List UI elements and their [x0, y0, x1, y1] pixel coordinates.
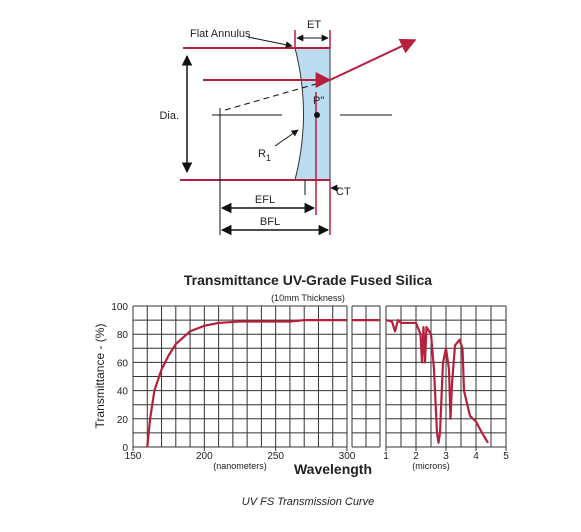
x-tick-label: 300 [339, 451, 356, 462]
y-tick-label: 20 [117, 415, 129, 426]
label: P" [313, 95, 324, 107]
label: EFL [255, 194, 275, 206]
chart-subtitle: (10mm Thickness) [271, 293, 345, 303]
label: ET [307, 19, 321, 31]
x-tick-label: 2 [413, 451, 419, 462]
label: Flat Annulus [190, 28, 251, 40]
series-line [385, 319, 489, 444]
ray [329, 38, 417, 81]
x-tick-label: 3 [443, 451, 449, 462]
x-unit-label: (microns) [412, 461, 450, 471]
label: Dia. [159, 110, 179, 122]
x-tick-label: 200 [196, 451, 213, 462]
x-tick-label: 250 [267, 451, 284, 462]
lens [294, 47, 331, 181]
label: 1 [266, 153, 271, 163]
annulus-pointer [247, 36, 293, 49]
label: R1 [258, 148, 271, 163]
series-line [146, 319, 347, 448]
y-tick-label: 60 [117, 358, 129, 369]
x-tick-label: 5 [503, 451, 509, 462]
radius-pointer [274, 129, 299, 147]
x-tick-label: 4 [473, 451, 479, 462]
y-tick-label: 100 [111, 302, 128, 313]
label: R [258, 148, 266, 160]
x-unit-label: (nanometers) [213, 461, 267, 471]
x-tick-label: 1 [383, 451, 389, 462]
y-tick-label: 0 [122, 443, 128, 454]
chart-title: Transmittance UV-Grade Fused Silica [184, 272, 432, 288]
y-tick-label: 40 [117, 387, 129, 398]
caption: UV FS Transmission Curve [242, 496, 374, 508]
x-tick-label: 150 [125, 451, 142, 462]
label: CT [336, 186, 351, 198]
y-axis-label: Transmittance - (%) [93, 324, 107, 429]
principal-point [314, 112, 320, 118]
label: BFL [260, 216, 280, 228]
x-axis-label: Wavelength [294, 461, 372, 477]
lens-diagram: Flat Annulus ET Dia. P" R1 CT EFL BFL [159, 19, 417, 236]
virtual-ray [224, 79, 331, 111]
y-tick-label: 80 [117, 330, 129, 341]
